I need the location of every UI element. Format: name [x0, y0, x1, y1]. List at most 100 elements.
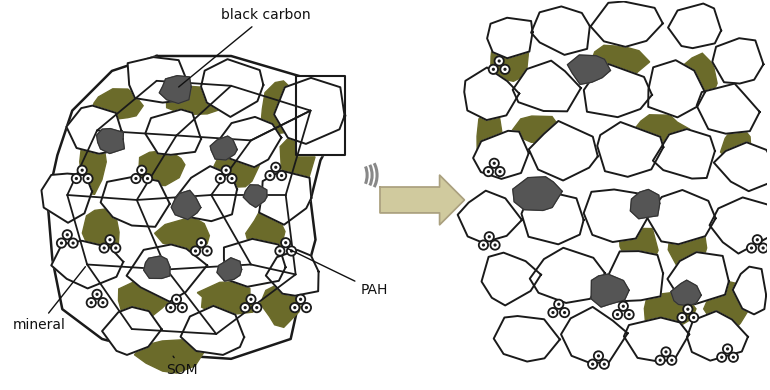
- Circle shape: [140, 168, 143, 172]
- Polygon shape: [243, 185, 267, 207]
- Circle shape: [240, 303, 249, 312]
- Circle shape: [482, 243, 485, 246]
- Polygon shape: [42, 174, 92, 223]
- Polygon shape: [531, 6, 590, 55]
- Circle shape: [99, 243, 109, 253]
- Polygon shape: [733, 267, 766, 314]
- Circle shape: [102, 246, 105, 250]
- Circle shape: [597, 354, 600, 358]
- Polygon shape: [380, 175, 464, 225]
- Polygon shape: [52, 241, 123, 289]
- Circle shape: [494, 57, 504, 66]
- Circle shape: [222, 166, 231, 175]
- Circle shape: [661, 347, 671, 356]
- Polygon shape: [671, 280, 701, 306]
- Polygon shape: [181, 306, 244, 355]
- Circle shape: [206, 250, 209, 253]
- Circle shape: [278, 250, 282, 253]
- Circle shape: [613, 310, 622, 319]
- Polygon shape: [648, 60, 705, 117]
- Circle shape: [146, 177, 149, 180]
- Circle shape: [132, 174, 141, 183]
- Circle shape: [487, 235, 490, 238]
- Polygon shape: [214, 145, 261, 188]
- Polygon shape: [529, 121, 598, 181]
- Circle shape: [169, 306, 172, 309]
- Circle shape: [178, 303, 187, 312]
- Circle shape: [755, 238, 759, 241]
- Polygon shape: [219, 117, 281, 167]
- Circle shape: [137, 166, 146, 175]
- Polygon shape: [102, 307, 162, 355]
- Circle shape: [246, 295, 256, 304]
- Circle shape: [172, 295, 181, 304]
- Polygon shape: [630, 115, 690, 145]
- Circle shape: [670, 359, 674, 362]
- Circle shape: [219, 177, 222, 180]
- Circle shape: [111, 243, 120, 253]
- Circle shape: [497, 59, 500, 63]
- Polygon shape: [101, 176, 169, 227]
- Circle shape: [271, 163, 280, 172]
- Circle shape: [293, 306, 296, 309]
- Polygon shape: [487, 18, 533, 58]
- Text: SOM: SOM: [166, 356, 198, 377]
- Polygon shape: [197, 282, 253, 318]
- Polygon shape: [139, 150, 185, 186]
- Circle shape: [266, 171, 275, 180]
- Circle shape: [230, 177, 233, 180]
- Circle shape: [484, 167, 493, 176]
- Polygon shape: [591, 45, 650, 79]
- Polygon shape: [561, 307, 628, 363]
- Circle shape: [290, 303, 300, 312]
- Circle shape: [249, 298, 253, 301]
- Polygon shape: [513, 60, 581, 111]
- Polygon shape: [155, 216, 209, 253]
- Circle shape: [551, 311, 554, 314]
- Polygon shape: [710, 197, 770, 254]
- Circle shape: [728, 353, 738, 362]
- Circle shape: [196, 238, 206, 247]
- Circle shape: [227, 174, 236, 183]
- Circle shape: [667, 356, 676, 365]
- Circle shape: [665, 350, 668, 353]
- Polygon shape: [260, 283, 300, 327]
- Polygon shape: [135, 340, 204, 373]
- Circle shape: [75, 177, 78, 180]
- Circle shape: [489, 65, 498, 74]
- Circle shape: [243, 306, 246, 309]
- Polygon shape: [647, 190, 715, 244]
- Circle shape: [299, 298, 302, 301]
- Polygon shape: [146, 110, 201, 155]
- Circle shape: [658, 359, 661, 362]
- Circle shape: [216, 174, 225, 183]
- Circle shape: [600, 360, 609, 369]
- Circle shape: [495, 167, 504, 176]
- Polygon shape: [598, 122, 664, 177]
- Circle shape: [102, 301, 105, 304]
- Polygon shape: [567, 55, 611, 84]
- Circle shape: [616, 313, 619, 316]
- Circle shape: [758, 243, 768, 253]
- Circle shape: [557, 303, 561, 306]
- Polygon shape: [457, 191, 522, 243]
- Polygon shape: [668, 252, 729, 305]
- Polygon shape: [473, 131, 529, 179]
- Circle shape: [105, 235, 115, 245]
- Circle shape: [494, 243, 497, 246]
- Polygon shape: [697, 83, 760, 134]
- Polygon shape: [681, 53, 717, 108]
- Circle shape: [175, 298, 178, 301]
- Circle shape: [723, 344, 732, 354]
- Circle shape: [753, 235, 762, 245]
- Circle shape: [498, 170, 501, 173]
- Circle shape: [681, 316, 684, 319]
- Circle shape: [560, 308, 569, 317]
- Polygon shape: [217, 258, 242, 281]
- Circle shape: [479, 240, 488, 250]
- Circle shape: [199, 241, 203, 244]
- Circle shape: [588, 360, 598, 369]
- Circle shape: [83, 174, 92, 183]
- Circle shape: [591, 363, 594, 366]
- Circle shape: [628, 313, 631, 316]
